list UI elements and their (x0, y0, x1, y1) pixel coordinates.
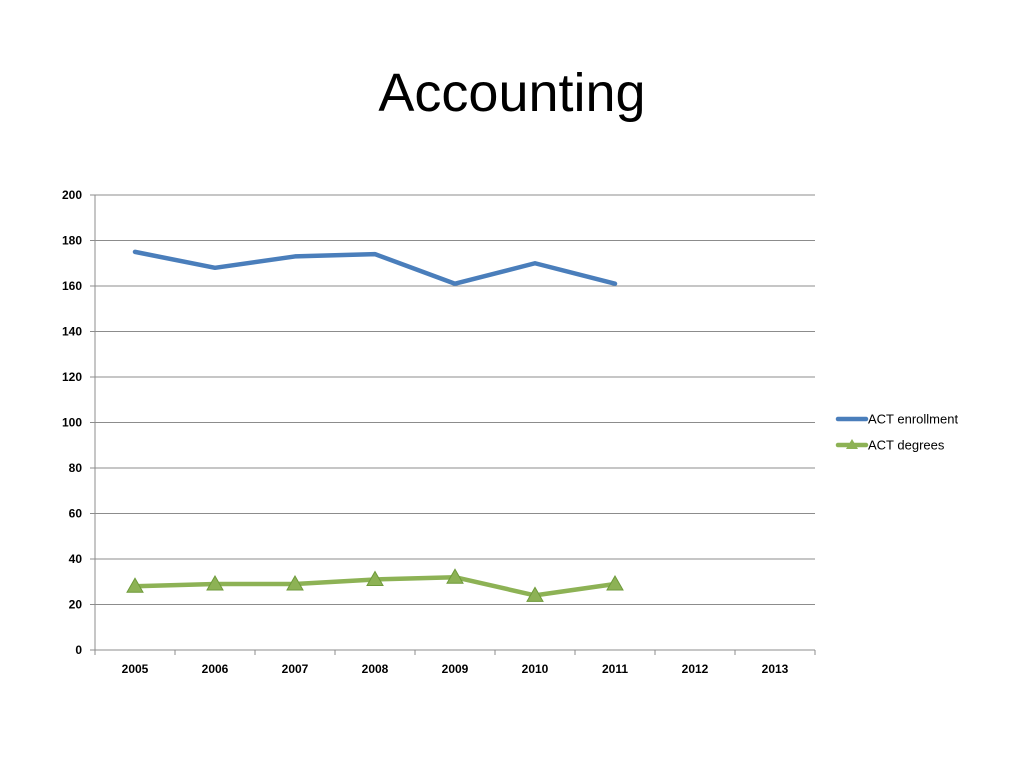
y-tick-label: 20 (69, 598, 83, 612)
series-line-0 (132, 249, 618, 286)
y-tick-label: 40 (69, 552, 83, 566)
legend-label: ACT degrees (868, 438, 945, 453)
y-tick-label: 160 (62, 279, 82, 293)
y-tick-label: 80 (69, 461, 83, 475)
series-marker (606, 575, 624, 591)
series-marker (446, 568, 464, 584)
tick-labels: 0 20 40 60 80 100 120 140 160 180 200 2005 2006 2007 2… (62, 188, 789, 676)
series-marker (526, 586, 544, 602)
series-marker (286, 575, 304, 591)
series-marker (126, 577, 144, 593)
y-tick-label: 180 (62, 234, 82, 248)
x-tick-label: 2012 (682, 662, 709, 676)
x-tick-label: 2007 (282, 662, 309, 676)
legend-label: ACT enrollment (868, 412, 958, 427)
y-tick-label: 60 (69, 507, 83, 521)
slide-title: Accounting (378, 63, 646, 123)
axes (90, 194, 816, 655)
gridlines (95, 194, 815, 651)
x-tick-label: 2013 (762, 662, 789, 676)
series-lines (126, 249, 624, 602)
x-tick-label: 2006 (202, 662, 229, 676)
x-tick-label: 2008 (362, 662, 389, 676)
y-tick-label: 200 (62, 188, 82, 202)
x-tick-label: 2009 (442, 662, 469, 676)
y-tick-label: 140 (62, 325, 82, 339)
legend-marker (846, 439, 858, 449)
legend: ACT enrollment ACT degrees (835, 412, 958, 453)
series-marker (206, 575, 224, 591)
y-tick-label: 0 (75, 643, 82, 657)
y-tick-label: 120 (62, 370, 82, 384)
x-tick-label: 2005 (122, 662, 149, 676)
x-tick-label: 2010 (522, 662, 549, 676)
x-tick-label: 2011 (602, 662, 628, 676)
series-marker (366, 570, 384, 586)
y-tick-label: 100 (62, 416, 82, 430)
